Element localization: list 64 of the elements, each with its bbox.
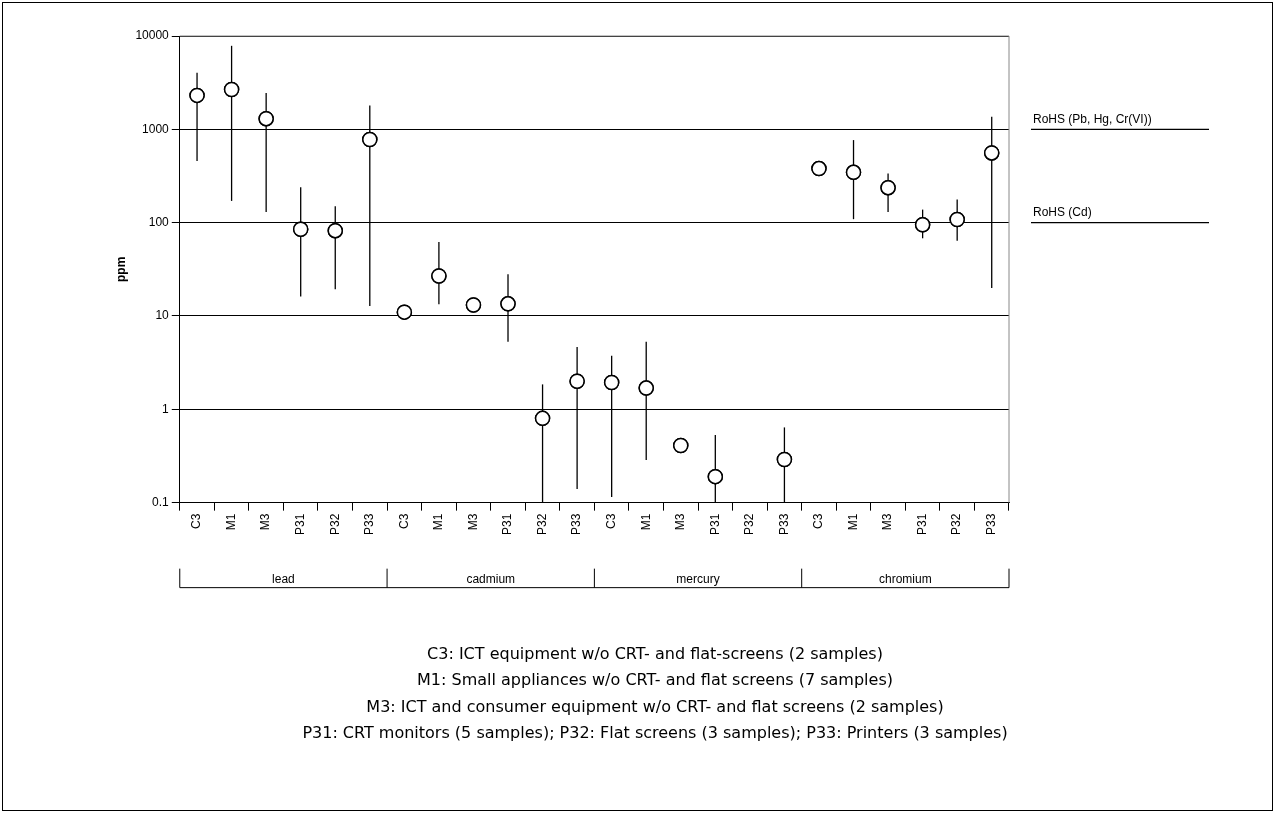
point	[292, 221, 309, 237]
x-tick-label: M1	[845, 513, 860, 531]
point	[500, 296, 516, 312]
x-tick-label: P32	[949, 513, 964, 536]
x-tick-label: M3	[673, 513, 688, 531]
x-tick-label: M1	[638, 513, 653, 531]
x-tick-label: P33	[984, 513, 999, 536]
text: cadmium	[466, 572, 516, 587]
point	[327, 222, 343, 239]
text: M1: Small appliances w/o CRT- and flat screens (7 samples)	[417, 670, 893, 690]
x-tick-label: P33	[776, 513, 791, 536]
y-tick-label: 1	[162, 401, 170, 416]
point	[362, 131, 378, 148]
x-tick-label: C3	[811, 513, 826, 529]
point	[983, 145, 1000, 161]
x-tick-label: P32	[327, 513, 342, 536]
x-tick-label: P31	[707, 513, 722, 536]
point	[707, 468, 724, 485]
x-tick-label: M1	[431, 513, 446, 531]
x-tick-label: M3	[880, 513, 895, 531]
point	[845, 164, 862, 181]
x-tick-label: C3	[396, 513, 411, 529]
point	[638, 380, 654, 396]
text: M3: ICT and consumer equipment w/o CRT- and flat screens (2 samples)	[366, 696, 944, 716]
x-tick-label: P31	[500, 513, 515, 536]
y-tick-label: 10	[155, 308, 170, 323]
point	[949, 211, 965, 228]
y-tick-label: 100	[148, 214, 170, 229]
y-tick-label: 10000	[135, 28, 170, 43]
point	[534, 410, 551, 427]
text: mercury	[676, 572, 720, 587]
x-tick-label: M3	[258, 513, 273, 531]
ref-line-label: RoHS (Pb, Hg, Cr(VI))	[1033, 111, 1152, 126]
text: C3: ICT equipment w/o CRT- and flat-screens (2 samples)	[427, 643, 883, 663]
point	[811, 160, 827, 177]
text: lead	[272, 572, 295, 587]
x-tick-label: P33	[362, 513, 377, 536]
x-tick-label: C3	[189, 513, 204, 529]
y-tick-label: 1000	[142, 121, 170, 136]
point	[189, 87, 205, 104]
x-tick-label: P33	[569, 513, 584, 536]
point	[223, 81, 240, 98]
point	[258, 110, 274, 127]
point	[776, 451, 793, 468]
point	[673, 437, 689, 454]
ref-line-label: RoHS (Cd)	[1033, 204, 1092, 219]
point	[431, 268, 447, 284]
y-tick-label: 0.1	[152, 494, 170, 509]
point	[914, 216, 931, 233]
x-tick-label: P32	[534, 513, 549, 536]
x-tick-label: M3	[465, 513, 480, 531]
x-tick-label: P32	[742, 513, 757, 536]
x-tick-label: C3	[603, 513, 618, 529]
point	[569, 373, 585, 389]
text: P31: CRT monitors (5 samples); P32: Flat screens (3 samples); P33: Printers (3 samples)	[302, 723, 1008, 743]
text: chromium	[879, 572, 932, 587]
point	[396, 304, 413, 320]
point	[880, 179, 896, 196]
x-tick-label: M1	[223, 513, 238, 531]
point	[603, 374, 620, 391]
y-axis-title: ppm	[113, 256, 128, 282]
x-tick-label: P31	[914, 513, 929, 536]
x-tick-label: P31	[293, 513, 308, 536]
point	[465, 297, 482, 313]
